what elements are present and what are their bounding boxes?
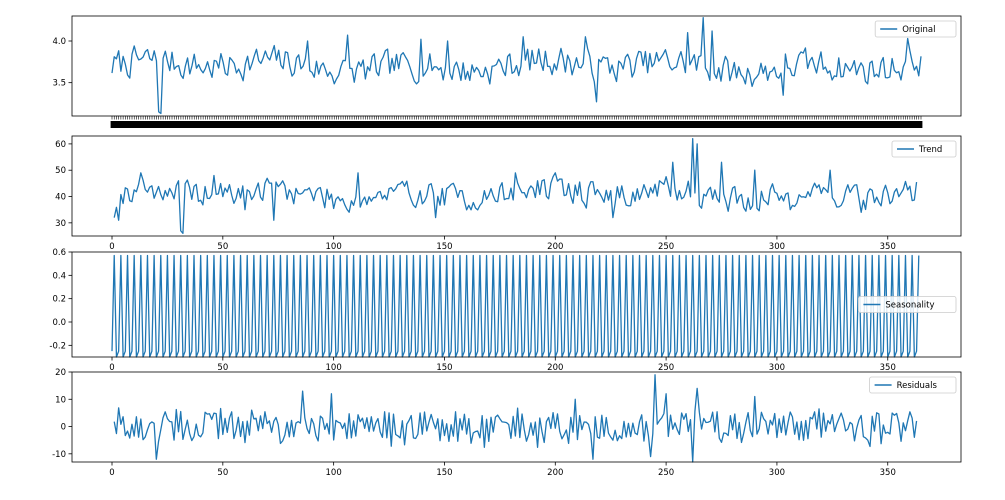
seasonality-ytick-label: 0.4 [52,271,66,281]
seasonality-legend-label: Seasonality [885,301,934,311]
residuals-axes-frame [71,371,962,463]
trend-axes-frame [71,135,962,237]
original-ytick-label: 3.5 [52,79,66,89]
trend-ytick-label: 30 [55,219,66,229]
seasonality-xtick-label: 0 [109,363,114,373]
seasonality-axes-frame [71,251,962,358]
trend-panel: 30 40 50 60 0 50 100 150 200 250 300 350 Trend [55,135,962,252]
trend-ytick-label: 50 [55,166,66,176]
seasonality-ytick-label: -0.2 [49,341,66,351]
trend-legend: Trend [891,140,957,158]
residuals-xtick-label: 350 [880,468,896,478]
original-date-ticks [110,116,923,128]
residuals-xtick-label: 100 [326,468,342,478]
seasonality-ytick-label: 0.0 [52,318,66,328]
seasonality-xtick-label: 100 [326,363,342,373]
original-ytick-label: 4.0 [52,37,66,47]
residuals-xtick-label: 200 [547,468,563,478]
seasonality-xtick-label: 150 [436,363,452,373]
residuals-ytick-label: 20 [55,368,66,378]
residuals-legend-label: Residuals [897,381,938,391]
residuals-xtick-label: 0 [109,468,114,478]
seasonality-legend: Seasonality [858,296,957,313]
seasonality-series-line [111,254,920,358]
seasonality-xtick-label: 300 [769,363,785,373]
seasonality-xtick-label: 250 [658,363,674,373]
original-series-line [111,17,922,115]
residuals-ytick-label: 0 [61,423,66,433]
trend-xtick-label: 200 [547,242,563,252]
trend-xtick-label: 0 [109,242,114,252]
residuals-xtick-label: 300 [769,468,785,478]
seasonality-ytick-label: 0.2 [52,295,66,305]
seasonality-ytick-label: 0.6 [52,248,66,258]
seasonality-xtick-label: 200 [547,363,563,373]
trend-xtick-label: 100 [326,242,342,252]
residuals-ytick-label: 10 [55,395,66,405]
seasonality-xtick-label: 50 [217,363,228,373]
original-legend-label: Original [902,25,935,35]
residuals-xtick-label: 150 [436,468,452,478]
trend-xtick-label: 350 [880,242,896,252]
residuals-xtick-label: 50 [217,468,228,478]
trend-ytick-label: 40 [55,193,66,203]
trend-xtick-label: 300 [769,242,785,252]
residuals-xtick-label: 250 [658,468,674,478]
residuals-ytick-label: -10 [52,450,66,460]
seasonality-panel: -0.2 0.0 0.2 0.4 0.6 0 50 100 150 200 250 300 350 Sea… [49,248,962,373]
trend-xtick-label: 50 [217,242,228,252]
original-legend: Original [874,20,957,38]
trend-ytick-label: 60 [55,140,66,150]
trend-xtick-label: 250 [658,242,674,252]
trend-legend-label: Trend [918,145,942,155]
residuals-series-line [113,374,918,463]
original-panel: 3.5 4.0 Original [52,15,962,128]
trend-series-line [113,137,918,235]
residuals-legend: Residuals [869,376,957,394]
trend-xtick-label: 150 [436,242,452,252]
seasonality-xtick-label: 350 [880,363,896,373]
